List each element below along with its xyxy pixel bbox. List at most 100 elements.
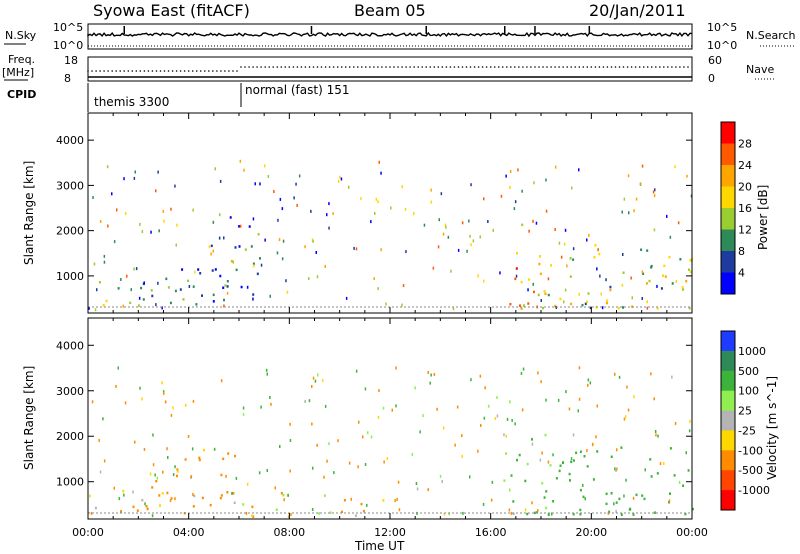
nave-point [405,66,407,68]
nave-point [501,66,504,68]
power-cell [267,174,270,178]
power-cell [304,245,306,249]
power-panel: 4000 3000 2000 1000 Slant Range [km] [22,112,693,314]
nave-point [650,66,653,68]
velocity-cell [505,434,507,438]
power-cell [224,284,227,287]
nave-point [328,66,331,68]
nave-point [292,66,295,68]
velocity-cell [164,400,167,404]
velocity-cell [172,406,174,410]
velocity-cell [289,439,292,442]
nave-point [671,66,673,68]
velocity-cell [570,457,573,461]
velocity-cell [633,395,635,399]
nave-point [586,66,589,68]
velocity-cell [170,413,173,417]
power-cell [402,284,405,288]
velocity-cell [512,500,515,503]
power-cell [437,245,440,249]
power-cell [487,220,489,223]
velocity-cell [251,505,254,509]
power-cell [252,217,255,221]
velocity-cell [213,447,216,451]
power-colorbar-swatch [721,165,735,187]
velocity-cell [541,451,543,455]
power-cell [572,258,575,261]
velocity-cell [394,499,396,503]
nave-point [163,70,166,72]
velocity-cell [145,505,148,508]
nave-point [687,66,689,68]
power-cell [211,269,214,272]
velocity-cell [122,489,125,493]
power-cell [650,264,653,268]
nave-point [139,70,142,72]
power-cell [664,275,667,278]
velocity-cell [226,491,229,494]
power-cell [681,286,684,289]
power-cell [571,186,573,190]
power-cell [260,263,263,267]
power-cell [212,249,214,253]
power-cell [653,228,656,232]
velocity-cell [162,470,164,474]
velocity-cell [578,366,581,370]
power-cell [235,268,238,272]
velocity-cell [225,474,227,478]
velocity-cell [491,480,494,484]
velocity-cell [442,426,445,430]
power-cell [201,294,203,297]
nave-point [659,66,661,68]
power-cell [134,170,136,174]
power-cell [586,300,589,304]
power-cell [138,296,141,300]
nave-point [655,66,657,68]
velocity-cell [511,418,513,422]
power-cell [223,236,225,240]
velocity-cell [558,469,561,473]
velocity-cell [545,398,547,402]
velocity-cell [232,492,235,495]
velocity-colorbar-swatch [721,490,735,511]
nave-point [216,70,218,72]
nave-point [638,66,641,68]
nave-point [348,66,351,68]
power-cell [430,200,433,204]
velocity-cell [193,494,196,498]
velocity-cell [209,503,212,507]
velocity-cell [482,502,485,506]
power-colorbar-swatch [721,186,735,209]
power-cell [641,270,644,274]
power-cell [140,286,143,290]
velocity-colorbar-tick-label: -500 [738,464,763,477]
nave-point [151,70,154,72]
velocity-cell [572,513,575,516]
nave-point [622,66,625,68]
velocity-cell [443,512,446,516]
power-cell [689,259,692,262]
nave-point [445,66,448,68]
velocity-cell [245,511,248,515]
power-cell [181,268,184,271]
velocity-ytick-label: 1000 [56,476,84,489]
power-cell [248,225,251,228]
power-cell [515,267,518,270]
velocity-cell [258,471,261,475]
power-cell [532,282,534,286]
power-cell [413,212,415,216]
nsearch-label: N.Search [746,29,796,42]
power-cell [689,270,692,274]
velocity-cell [220,379,223,383]
power-cell [537,293,540,297]
velocity-cell [220,473,223,477]
nave-point [357,66,359,68]
nave-point [316,66,319,68]
power-cell [527,302,530,305]
nave-point [155,70,158,72]
nave-point [365,66,367,68]
power-cell [370,220,372,224]
power-cell [543,290,546,293]
velocity-cell [547,460,550,464]
nave-point [308,66,311,68]
